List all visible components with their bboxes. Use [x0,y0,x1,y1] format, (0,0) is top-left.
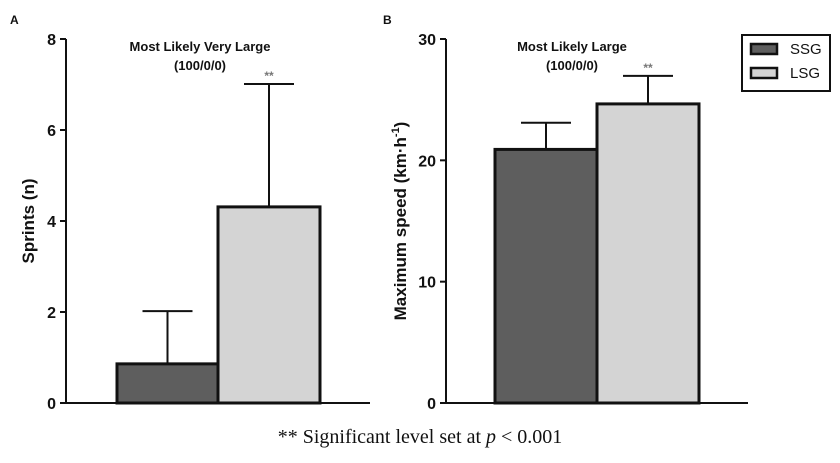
caption-p: p [486,426,496,448]
caption-prefix: ** Significant level set at [277,426,486,448]
chart-title: Most Likely Large [517,39,627,54]
significance-marker: ** [264,69,274,83]
y-tick-label: 8 [47,32,56,49]
legend-swatch-ssg [749,42,779,56]
y-tick-label: 30 [418,32,436,49]
legend-label-ssg: SSG [790,41,822,58]
legend-swatch-lsg [749,66,779,80]
chart-subtitle: (100/0/0) [546,58,598,73]
y-tick-label: 0 [427,396,436,413]
y-axis-label: Sprints (n) [19,179,38,264]
caption-suffix: < 0.001 [496,426,563,448]
caption: ** Significant level set at p < 0.001 [0,426,840,449]
y-tick-label: 2 [47,305,56,322]
legend-label-lsg: LSG [790,65,820,82]
bar-ssg [493,147,599,405]
significance-marker: ** [643,61,653,75]
bar-ssg [115,362,220,405]
y-tick-label: 0 [47,396,56,413]
chart-title: Most Likely Very Large [130,39,271,54]
panel-label-B: B [383,13,392,27]
y-tick-label: 6 [47,123,56,140]
panel-label-A: A [10,13,19,27]
y-tick-label: 20 [418,153,436,170]
chart-subtitle: (100/0/0) [174,58,226,73]
bar-lsg [216,205,322,405]
y-tick-label: 10 [418,275,436,292]
bar-lsg [595,102,701,405]
y-axis-label: Maximum speed (km·h-1) [390,122,410,321]
y-tick-label: 4 [47,214,56,231]
